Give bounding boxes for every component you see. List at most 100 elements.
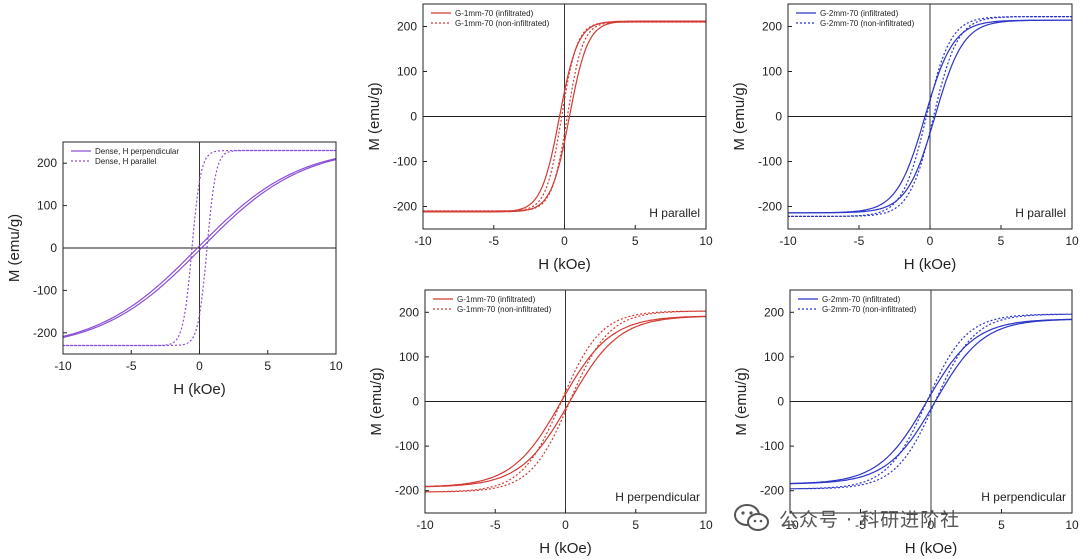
x-tick-label: -5 — [488, 234, 499, 248]
x-axis-label: H (kOe) — [904, 256, 957, 273]
x-tick-label: 10 — [329, 359, 343, 373]
legend-label: G-2mm-70 (non-infiltrated) — [820, 19, 915, 28]
y-tick-label: -200 — [33, 326, 57, 340]
x-tick-label: 0 — [562, 518, 569, 532]
y-tick-label: -200 — [393, 200, 417, 214]
y-tick-label: -100 — [33, 283, 57, 297]
y-tick-label: 0 — [412, 395, 419, 409]
legend-label: G-1mm-70 (infiltrated) — [457, 295, 536, 304]
panel-g1-perpendicular: -10 -5 0 5 10 -200 -100 0 100 200 H (kOe) M (emu/g)… — [368, 289, 713, 557]
y-tick-label: 100 — [762, 65, 782, 79]
x-tick-label: 10 — [1065, 234, 1079, 248]
x-tick-label: 5 — [632, 234, 639, 248]
x-tick-label: -10 — [781, 518, 799, 532]
legend-label: Dense, H parallel — [95, 157, 157, 166]
legend-label: G-1mm-70 (non-infiltrated) — [455, 19, 550, 28]
y-tick-label: 100 — [764, 350, 784, 364]
series-0-descending-branch — [423, 20, 706, 213]
legend-label: G-1mm-70 (infiltrated) — [455, 9, 534, 18]
series-0-ascending-branch — [425, 315, 706, 488]
series-1-descending-branch — [423, 21, 706, 212]
x-tick-label: 5 — [998, 234, 1005, 248]
x-tick-label: 5 — [998, 518, 1005, 532]
legend-label: G-1mm-70 (non-infiltrated) — [457, 305, 552, 314]
y-axis-label: M (emu/g) — [366, 82, 383, 150]
watermark: 公众号 · 科研进阶社 — [733, 503, 960, 533]
x-tick-label: 0 — [196, 359, 203, 373]
x-tick-label: 0 — [928, 518, 935, 532]
legend: G-2mm-70 (infiltrated)G-2mm-70 (non-infi… — [796, 9, 915, 28]
panel-g2-parallel: -10 -5 0 5 10 -200 -100 0 100 200 H (kOe) M (emu/g)… — [731, 3, 1079, 273]
wechat-icon — [734, 504, 769, 531]
series-1-ascending-branch — [425, 310, 706, 493]
legend: G-1mm-70 (infiltrated)G-1mm-70 (non-infi… — [431, 9, 550, 28]
legend-label: G-2mm-70 (infiltrated) — [822, 295, 901, 304]
y-tick-label: 0 — [775, 110, 782, 124]
series-1-ascending-branch — [423, 21, 706, 212]
x-tick-label: 10 — [699, 518, 713, 532]
y-tick-label: 200 — [399, 305, 419, 319]
x-axis-label: H (kOe) — [173, 381, 226, 398]
watermark-text: 公众号 · 科研进阶社 — [779, 508, 961, 531]
x-tick-label: -10 — [779, 234, 797, 248]
y-tick-label: 100 — [37, 199, 57, 213]
x-tick-label: -5 — [490, 518, 501, 532]
y-axis-label: M (emu/g) — [368, 367, 385, 435]
y-axis-label: M (emu/g) — [6, 214, 23, 282]
y-tick-label: 200 — [397, 20, 417, 34]
y-tick-label: -100 — [395, 439, 419, 453]
series-1-ascending-branch — [788, 16, 1072, 217]
y-tick-label: 0 — [410, 110, 417, 124]
series-1-descending-branch — [63, 149, 336, 347]
series-0-ascending-branch — [790, 318, 1072, 485]
legend-label: G-2mm-70 (non-infiltrated) — [822, 305, 917, 314]
legend: G-2mm-70 (infiltrated)G-2mm-70 (non-infi… — [798, 295, 917, 314]
y-tick-label: -200 — [760, 484, 784, 498]
y-tick-label: -200 — [395, 484, 419, 498]
y-tick-label: 200 — [764, 305, 784, 319]
x-axis-label: H (kOe) — [539, 540, 592, 557]
series-1-descending-branch — [788, 16, 1072, 217]
x-tick-label: 0 — [561, 234, 568, 248]
y-tick-label: 0 — [50, 241, 57, 255]
y-tick-label: 0 — [777, 395, 784, 409]
x-tick-label: 10 — [699, 234, 713, 248]
x-tick-label: -5 — [854, 234, 865, 248]
panel-dense: -10 -5 0 5 10 -200 -100 0 100 200 H (kOe) M (emu/g)… — [6, 141, 343, 398]
y-tick-label: 100 — [397, 65, 417, 79]
series-0-descending-branch — [63, 157, 336, 338]
y-tick-label: 200 — [762, 20, 782, 34]
series-0-descending-branch — [790, 318, 1072, 485]
legend: G-1mm-70 (infiltrated)G-1mm-70 (non-infi… — [433, 295, 552, 314]
y-tick-label: -100 — [760, 439, 784, 453]
series-1-ascending-branch — [790, 313, 1072, 490]
series-1-descending-branch — [790, 313, 1072, 490]
panel-g1-parallel: -10 -5 0 5 10 -200 -100 0 100 200 H (kOe) M (emu/g)… — [366, 3, 713, 273]
series-0-descending-branch — [425, 315, 706, 488]
y-tick-label: -200 — [758, 200, 782, 214]
x-tick-label: -10 — [416, 518, 434, 532]
x-tick-label: -10 — [54, 359, 72, 373]
x-axis-label: H (kOe) — [905, 540, 958, 557]
panel-annotation: H perpendicular — [981, 490, 1066, 504]
panel-annotation: H parallel — [1015, 206, 1066, 220]
x-tick-label: -5 — [126, 359, 137, 373]
panel-annotation: H perpendicular — [615, 490, 700, 504]
panel-g2-perpendicular: -10 -5 0 5 10 -200 -100 0 100 200 H (kOe) M (emu/g)… — [733, 289, 1079, 557]
legend-label: Dense, H perpendicular — [95, 147, 179, 156]
legend-label: G-2mm-70 (infiltrated) — [820, 9, 899, 18]
x-tick-label: -5 — [855, 518, 866, 532]
y-axis-label: M (emu/g) — [731, 82, 748, 150]
x-axis-label: H (kOe) — [538, 256, 591, 273]
y-tick-label: -100 — [758, 155, 782, 169]
y-tick-label: 200 — [37, 156, 57, 170]
series-1-descending-branch — [425, 310, 706, 493]
x-tick-label: 0 — [927, 234, 934, 248]
series-1-ascending-branch — [63, 149, 336, 347]
panel-annotation: H parallel — [649, 206, 700, 220]
x-tick-label: 5 — [632, 518, 639, 532]
series-0-ascending-branch — [63, 158, 336, 339]
x-tick-label: 5 — [264, 359, 271, 373]
